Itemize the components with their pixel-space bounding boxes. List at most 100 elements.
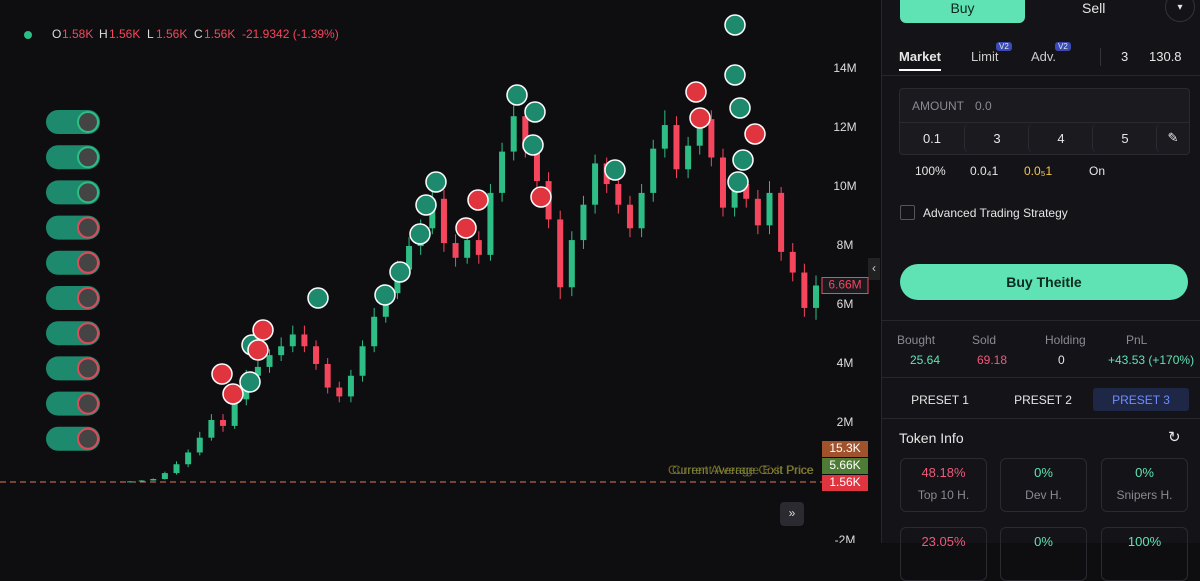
buy-tab[interactable]: Buy <box>900 0 1025 23</box>
candle-body <box>731 184 738 208</box>
trade-marker <box>689 107 711 129</box>
o-value: 1.58K <box>62 27 93 41</box>
y-tick-label: -2M <box>835 533 856 543</box>
trade-marker <box>389 261 411 283</box>
wallets: 3 <box>1121 49 1129 64</box>
y-tick-label: 8M <box>837 238 854 252</box>
adv-tab[interactable]: Adv. <box>1031 49 1057 64</box>
card: 0% Dev H. <box>1000 458 1087 512</box>
trade-marker <box>724 14 746 36</box>
scroll-button[interactable] <box>780 502 804 526</box>
scroll-icon: » <box>789 506 796 520</box>
edit[interactable]: ✎ <box>1156 123 1189 153</box>
chart: O 1.58K H 1.56K L 1.56K C 1.56K -21.9342… <box>0 14 880 543</box>
candle-body <box>696 119 703 146</box>
candle-body <box>557 219 564 288</box>
trade-marker <box>374 284 396 306</box>
candle-body <box>522 116 529 149</box>
limit-tab[interactable]: Limit <box>971 49 999 64</box>
candle-body <box>161 473 168 479</box>
toggle-knob <box>77 357 99 380</box>
candle-body <box>673 125 680 170</box>
candle-body <box>661 125 668 149</box>
l-value: 1.56K <box>156 27 187 41</box>
trade-marker <box>685 81 707 103</box>
l-label: L <box>147 27 154 41</box>
candle-body <box>708 119 715 158</box>
stat-value: +43.53 (+170%) <box>1108 353 1195 367</box>
quick-amount[interactable]: 4 <box>1028 123 1093 153</box>
card-value: 0% <box>1034 534 1053 549</box>
candle-body <box>266 355 273 367</box>
token-info[interactable]: Token Info <box>899 430 964 446</box>
separator <box>882 75 1200 76</box>
amount-input[interactable]: 0.0 <box>975 99 992 113</box>
buy-button[interactable]: Buy Theitle <box>900 264 1188 300</box>
card: 23.05% <box>900 527 987 581</box>
trade-marker <box>467 189 489 211</box>
quick-amount[interactable]: 5 <box>1092 123 1157 153</box>
price-tag-label: 15.3K <box>829 441 860 455</box>
toggle-knob <box>77 111 99 133</box>
trade-marker <box>415 194 437 216</box>
candle-body <box>313 346 320 364</box>
last-price-label: 6.66M <box>828 278 861 292</box>
candle-body <box>533 148 540 182</box>
candle-body <box>592 163 599 205</box>
candle-body <box>324 363 331 388</box>
advanced[interactable]: Advanced Trading Strategy <box>923 206 1068 220</box>
refresh[interactable]: ↻ <box>1168 429 1181 446</box>
toggle-knob <box>77 216 99 239</box>
candle-body <box>743 184 750 199</box>
separator <box>882 418 1200 419</box>
preset[interactable]: PRESET 3 <box>1093 388 1189 411</box>
last-price-tag <box>821 277 869 295</box>
price-tag-label: 5.66K <box>829 458 860 472</box>
quick-amount[interactable]: 0.1 <box>922 130 942 146</box>
badge: V2 <box>1055 42 1071 51</box>
market-tab[interactable]: Market <box>899 49 941 71</box>
candle-body <box>127 481 133 483</box>
quick-amount[interactable]: 3 <box>964 123 1029 153</box>
card-label: Snipers H. <box>1116 488 1173 502</box>
toggle-knob <box>77 427 99 450</box>
card: 0% Snipers H. <box>1101 458 1188 512</box>
c-value: 1.56K <box>204 27 235 41</box>
divider <box>1100 48 1101 66</box>
bribe: 0.0₅1 <box>1024 164 1053 178</box>
trade-marker <box>307 287 329 309</box>
price-tag <box>822 441 868 457</box>
candle-body <box>685 145 692 170</box>
candle-body <box>371 316 378 347</box>
c-label: C <box>194 27 203 41</box>
trade-marker <box>732 149 754 171</box>
dropdown[interactable]: ▾ <box>1165 0 1195 22</box>
mev: On <box>1089 164 1106 178</box>
candle-body <box>510 116 517 152</box>
change: -21.9342 (-1.39%) <box>242 27 339 41</box>
separator <box>882 377 1200 378</box>
trade-marker <box>522 134 544 156</box>
trade-marker <box>239 371 261 393</box>
trade-marker <box>727 171 749 193</box>
candle-body <box>347 375 354 397</box>
sell-tab[interactable]: Sell <box>1082 0 1106 16</box>
trade-marker <box>425 171 447 193</box>
price-tag <box>822 458 868 474</box>
preset[interactable]: PRESET 1 <box>911 392 969 407</box>
candle-body <box>196 437 203 453</box>
collapse-icon: ‹ <box>872 261 876 275</box>
candle-body <box>138 480 145 482</box>
collapse[interactable] <box>868 258 880 280</box>
amount-box <box>899 88 1190 155</box>
candle-body <box>301 334 308 347</box>
stat-value: 0 <box>1058 353 1065 367</box>
toggle-knob <box>77 146 99 169</box>
checkbox[interactable] <box>900 205 915 220</box>
toggle-knob <box>77 181 99 204</box>
preset[interactable]: PRESET 2 <box>1014 392 1072 407</box>
trade-marker <box>222 383 244 405</box>
card: 48.18% Top 10 H. <box>900 458 987 512</box>
toggle-knob <box>77 251 99 274</box>
toggle-knob <box>77 287 99 309</box>
